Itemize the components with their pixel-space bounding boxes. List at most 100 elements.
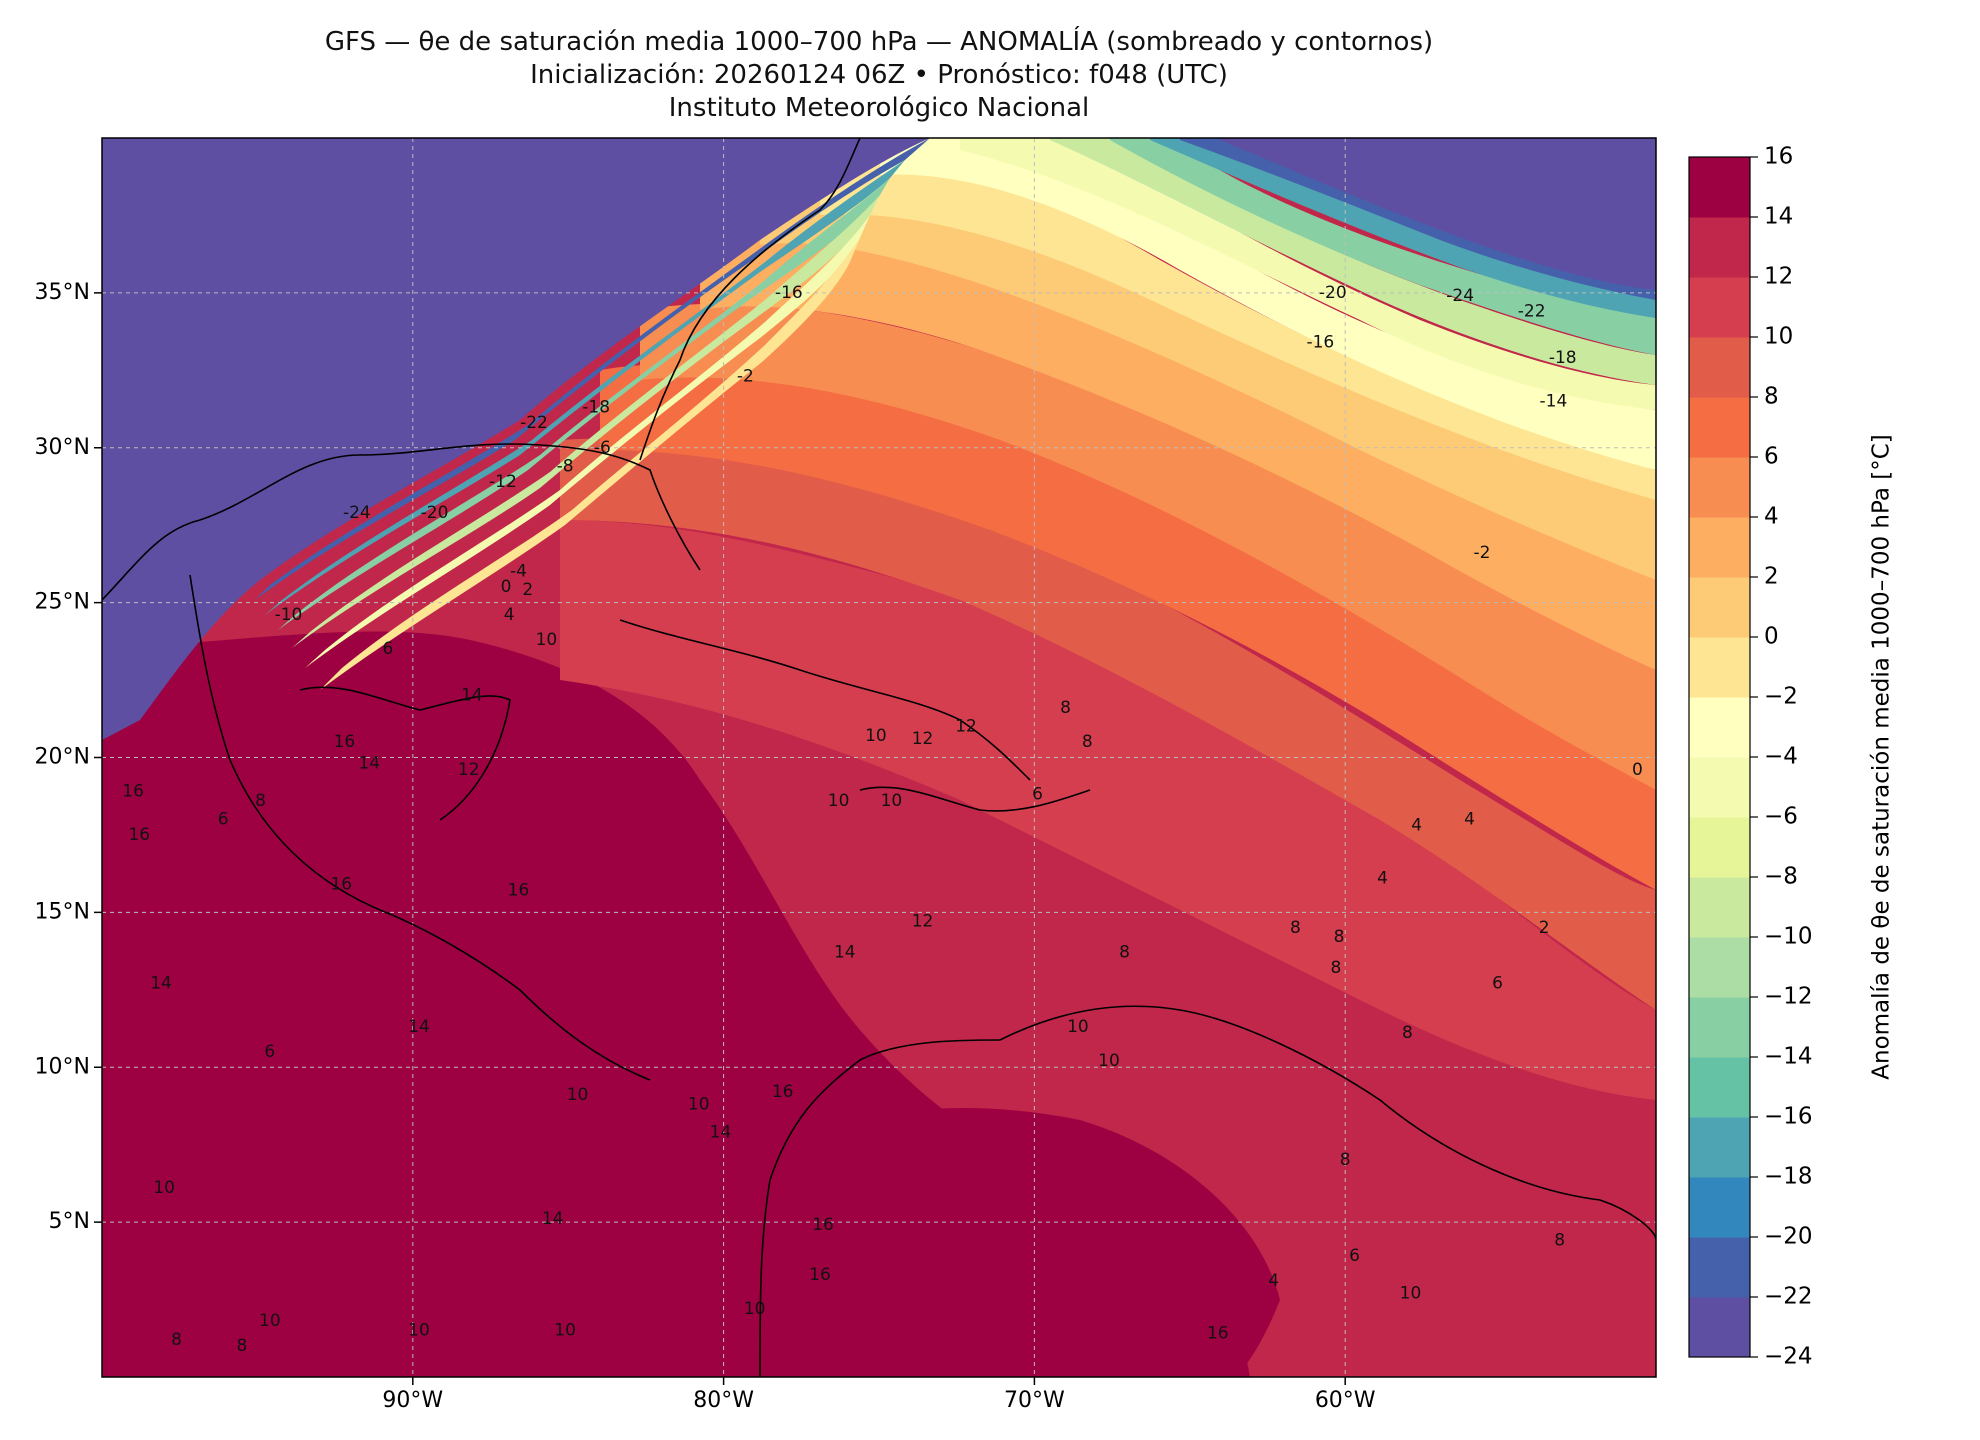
colorbar-tick-label: 6 — [1764, 444, 1779, 470]
colorbar-tick-label: −8 — [1764, 864, 1798, 890]
contour-label: 14 — [408, 1017, 430, 1037]
contour-label: -2 — [1473, 543, 1490, 563]
contour-label: -20 — [421, 503, 449, 523]
anomaly-band — [320, 238, 860, 690]
contour-label: 8 — [1290, 918, 1301, 938]
contour-label: 10 — [828, 791, 850, 811]
contour-label: 14 — [150, 974, 172, 994]
colorbar-segment — [1689, 1177, 1750, 1238]
contour-label: 16 — [122, 782, 144, 802]
colorbar-segment — [1689, 1237, 1750, 1298]
title-line-1: GFS — θe de saturación media 1000–700 hP… — [324, 27, 1434, 57]
lat-tick-label: 5°N — [49, 1209, 90, 1234]
lat-tick-label: 10°N — [35, 1054, 90, 1079]
colorbar-tick-label: 2 — [1764, 564, 1779, 590]
contour-label: -24 — [343, 503, 371, 523]
contour-label: 10 — [567, 1085, 589, 1105]
contour-label: 14 — [834, 943, 856, 963]
contour-label: 0 — [1632, 760, 1643, 780]
contour-label: 6 — [1492, 974, 1503, 994]
contour-label: 16 — [334, 732, 356, 752]
colorbar-tick-label: −4 — [1764, 744, 1798, 770]
anomaly-band — [560, 438, 1656, 1010]
anomaly-band — [1110, 138, 1656, 355]
colorbar: 16 14 12 10 8 6 4 2 0 −2 −4 −6 −8 −10 −12 −14 −16 −18 −20 −… — [1688, 144, 1895, 1370]
colorbar-label: Anomalía de θe de saturación media 1000–… — [1869, 434, 1895, 1079]
anomaly-band — [102, 699, 840, 1377]
colorbar-tick-label: 16 — [1764, 144, 1793, 170]
colorbar-segment — [1689, 157, 1750, 218]
contour-label: -10 — [275, 605, 303, 625]
anomaly-band — [265, 160, 905, 615]
contour-label: 14 — [710, 1122, 732, 1142]
anomaly-band — [820, 158, 1656, 500]
contour-label: -2 — [737, 367, 754, 387]
contour-label: 16 — [772, 1082, 794, 1102]
contour-label: 8 — [236, 1336, 247, 1356]
anomaly-band — [880, 138, 1656, 470]
contour-label: 10 — [554, 1321, 576, 1341]
colorbar-tick-label: −24 — [1764, 1344, 1813, 1370]
lat-tick-label: 20°N — [35, 745, 90, 770]
contour-label: 8 — [1060, 698, 1071, 718]
title-line-2: Inicialización: 20260124 06Z • Pronóstic… — [530, 60, 1228, 90]
coastline — [102, 519, 201, 601]
contour-label: -18 — [582, 397, 610, 417]
title-block: GFS — θe de saturación media 1000–700 hP… — [102, 26, 1656, 125]
contour-label: 8 — [1402, 1023, 1413, 1043]
colorbar-segment — [1689, 397, 1750, 458]
contour-label: 16 — [812, 1215, 834, 1235]
colorbar-segment — [1689, 337, 1750, 398]
colorbar-tick-label: −22 — [1764, 1284, 1813, 1310]
contour-label: 10 — [1098, 1051, 1120, 1071]
colorbar-segment — [1689, 1297, 1750, 1358]
colorbar-segment — [1689, 277, 1750, 338]
colorbar-tick-label: 0 — [1764, 624, 1779, 650]
contour-label: 2 — [1539, 918, 1550, 938]
colorbar-tick-label: 14 — [1764, 204, 1793, 230]
colorbar-tick-label: −2 — [1764, 684, 1798, 710]
colorbar-segment — [1689, 517, 1750, 578]
colorbar-tick-label: 4 — [1764, 504, 1779, 530]
colorbar-tick-label: −6 — [1764, 804, 1798, 830]
contour-label: 6 — [218, 809, 229, 829]
coastline — [299, 686, 511, 821]
coastline — [189, 574, 651, 1081]
coastlines — [102, 138, 1656, 1377]
contour-label: 8 — [1554, 1231, 1565, 1251]
contour-label: 10 — [259, 1311, 281, 1331]
contour-label: 10 — [865, 726, 887, 746]
colorbar-segment — [1689, 757, 1750, 818]
colorbar-segment — [1689, 457, 1750, 518]
colorbar-segment — [1689, 877, 1750, 938]
anomaly-band — [278, 178, 890, 630]
contour-label: 10 — [881, 791, 903, 811]
contour-label: -18 — [1549, 348, 1577, 368]
coastline — [999, 1005, 1656, 1241]
contour-label: -12 — [489, 472, 517, 492]
lat-tick-label: 30°N — [35, 435, 90, 460]
gridlines — [102, 138, 1656, 1377]
lon-tick-label: 80°W — [693, 1388, 754, 1413]
contour-label: -6 — [594, 438, 611, 458]
coastline — [619, 619, 1031, 781]
contour-label: 10 — [1067, 1017, 1089, 1037]
anomaly-band — [960, 138, 1656, 410]
contour-label: 16 — [1207, 1324, 1229, 1344]
contour-label: 4 — [1411, 816, 1422, 836]
contour-label: 8 — [1082, 732, 1093, 752]
lon-tick-label: 70°W — [1004, 1388, 1065, 1413]
contour-label: 6 — [1032, 785, 1043, 805]
contour-label: 10 — [744, 1299, 766, 1319]
contour-label: 16 — [809, 1265, 831, 1285]
colorbar-tick-label: −18 — [1764, 1164, 1813, 1190]
colorbar-segment — [1689, 817, 1750, 878]
contour-label: 14 — [542, 1209, 564, 1229]
contour-label: 12 — [912, 729, 934, 749]
contour-label: 14 — [461, 686, 483, 706]
coastline — [639, 138, 861, 461]
contour-label: 4 — [504, 605, 515, 625]
contour-label: 10 — [408, 1321, 430, 1341]
anomaly-band — [1050, 138, 1656, 385]
